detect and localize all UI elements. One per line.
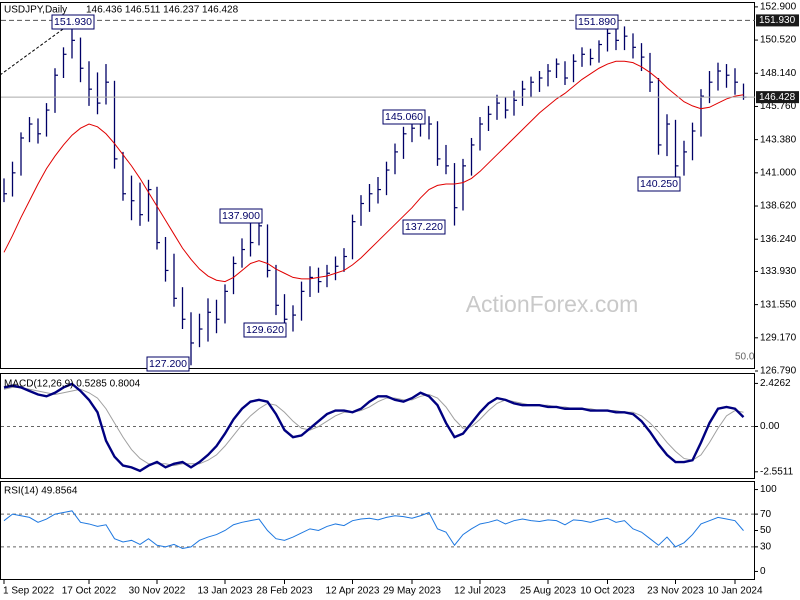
y-tick-label: 145.760 — [760, 101, 797, 112]
y-tick-label: 136.240 — [760, 234, 797, 245]
y-tick-label: 138.620 — [760, 201, 797, 212]
indicator-title: MACD(12,26,9) 0.5285 0.8004 — [4, 379, 141, 390]
x-tick-label: 10 Oct 2023 — [580, 586, 635, 597]
price-tag — [756, 91, 799, 104]
annotation: 137.220 — [405, 221, 443, 233]
x-tick-label: 28 Feb 2023 — [256, 586, 313, 597]
x-tick-label: 23 Nov 2023 — [647, 586, 704, 597]
annotation: 127.200 — [149, 358, 187, 370]
annotation-box — [382, 109, 426, 125]
annotation: 151.930 — [54, 16, 92, 28]
y-tick-label: 148.140 — [760, 68, 797, 79]
y-tick-label: 0.00 — [760, 421, 780, 432]
annotation: 137.900 — [222, 210, 260, 222]
macd-frame — [0, 373, 755, 479]
annotation: 151.890 — [578, 16, 616, 28]
y-tick-label: 100 — [760, 484, 777, 495]
x-tick-label: 29 May 2023 — [383, 586, 441, 597]
y-tick-label: 2.4262 — [760, 378, 791, 389]
x-tick-label: 12 Apr 2023 — [326, 586, 380, 597]
x-tick-label: 12 Jul 2023 — [454, 586, 506, 597]
y-tick-label: 50 — [760, 525, 772, 536]
y-tick-label: 143.380 — [760, 134, 797, 145]
watermark: ActionForex.com — [466, 291, 639, 317]
x-tick-label: 30 Nov 2022 — [129, 586, 186, 597]
y-tick-label: 152.900 — [760, 2, 797, 13]
ohlc-readout: 146.436 146.511 146.237 146.428 — [86, 5, 239, 16]
annotation: 145.060 — [385, 111, 423, 123]
y-tick-label: 133.930 — [760, 266, 797, 277]
x-tick-label: 1 Sep 2022 — [3, 586, 55, 597]
annotation-box — [219, 208, 263, 224]
y-tick-label: 150.520 — [760, 35, 797, 46]
price-tag-label: 146.428 — [759, 92, 796, 103]
annotation-box — [575, 14, 619, 30]
y-tick-label: -2.5511 — [760, 466, 794, 477]
price-tag-label: 151.930 — [759, 15, 796, 26]
chart-title: USDJPY,Daily — [4, 5, 67, 16]
moving-average — [3, 60, 744, 283]
price-frame — [0, 2, 755, 369]
y-tick-label: 129.170 — [760, 332, 797, 343]
x-tick-label: 10 Jan 2024 — [707, 586, 762, 597]
x-tick-label: 17 Oct 2022 — [62, 586, 117, 597]
y-tick-label: 141.000 — [760, 167, 797, 178]
trend-line — [0, 23, 71, 76]
rsi-frame — [0, 481, 755, 580]
y-tick-label: 30 — [760, 542, 772, 553]
annotation-box — [402, 219, 446, 235]
annotation-box — [51, 14, 95, 30]
fib-label: 50.0 — [735, 352, 755, 363]
y-tick-label: 126.790 — [760, 366, 797, 377]
price-tag — [756, 14, 799, 27]
annotation: 140.250 — [640, 178, 678, 190]
indicator-line — [3, 510, 744, 550]
x-tick-label: 13 Jan 2023 — [197, 586, 252, 597]
indicator-line — [3, 382, 745, 473]
annotation-box — [637, 176, 681, 192]
annotation-box — [243, 322, 287, 338]
x-tick-label: 25 Aug 2023 — [520, 586, 577, 597]
annotation-box — [146, 356, 190, 372]
indicator-title: RSI(14) 49.8564 — [4, 486, 78, 497]
y-tick-label: 70 — [760, 509, 772, 520]
y-tick-label: 0 — [760, 566, 766, 577]
y-tick-label: 131.550 — [760, 299, 797, 310]
annotation: 129.620 — [246, 324, 284, 336]
